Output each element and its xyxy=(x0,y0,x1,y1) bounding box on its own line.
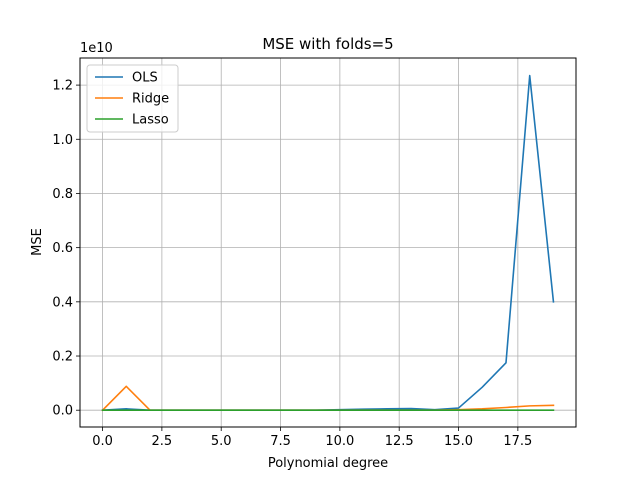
x-axis-label: Polynomial degree xyxy=(268,456,388,471)
y-axis-ticks: 0.0 0.2 0.4 0.6 0.8 1.0 1.2 xyxy=(52,79,80,419)
y-tick-label: 0.4 xyxy=(52,295,73,310)
x-tick-label: 10.0 xyxy=(325,434,354,449)
y-axis-label: MSE xyxy=(30,228,45,256)
legend: OLS Ridge Lasso xyxy=(86,64,179,133)
x-tick-label: 0.0 xyxy=(92,434,113,449)
series-lines xyxy=(101,74,555,412)
plot-area-frame xyxy=(79,57,577,428)
x-tick-label: 7.5 xyxy=(270,434,291,449)
y-tick-label: 0.2 xyxy=(52,350,73,365)
y-tick-label: 0.6 xyxy=(52,241,73,256)
legend-box xyxy=(86,64,179,133)
x-axis-ticks: 0.0 2.5 5.0 7.5 10.0 12.5 15.0 17.5 xyxy=(92,427,532,449)
x-tick-label: 2.5 xyxy=(152,434,173,449)
chart-title: MSE with folds=5 xyxy=(262,35,393,53)
y-tick-label: 0.0 xyxy=(52,404,73,419)
x-tick-label: 15.0 xyxy=(444,434,473,449)
y-axis-scale-label: 1e10 xyxy=(80,41,113,56)
x-tick-label: 17.5 xyxy=(503,434,532,449)
legend-label-ridge: Ridge xyxy=(132,92,169,107)
legend-label-lasso: Lasso xyxy=(132,113,169,128)
legend-label-ols: OLS xyxy=(132,71,158,86)
y-tick-label: 1.2 xyxy=(52,79,73,94)
y-tick-label: 1.0 xyxy=(52,133,73,148)
x-tick-label: 12.5 xyxy=(385,434,414,449)
x-tick-label: 5.0 xyxy=(211,434,232,449)
y-tick-label: 0.8 xyxy=(52,187,73,202)
